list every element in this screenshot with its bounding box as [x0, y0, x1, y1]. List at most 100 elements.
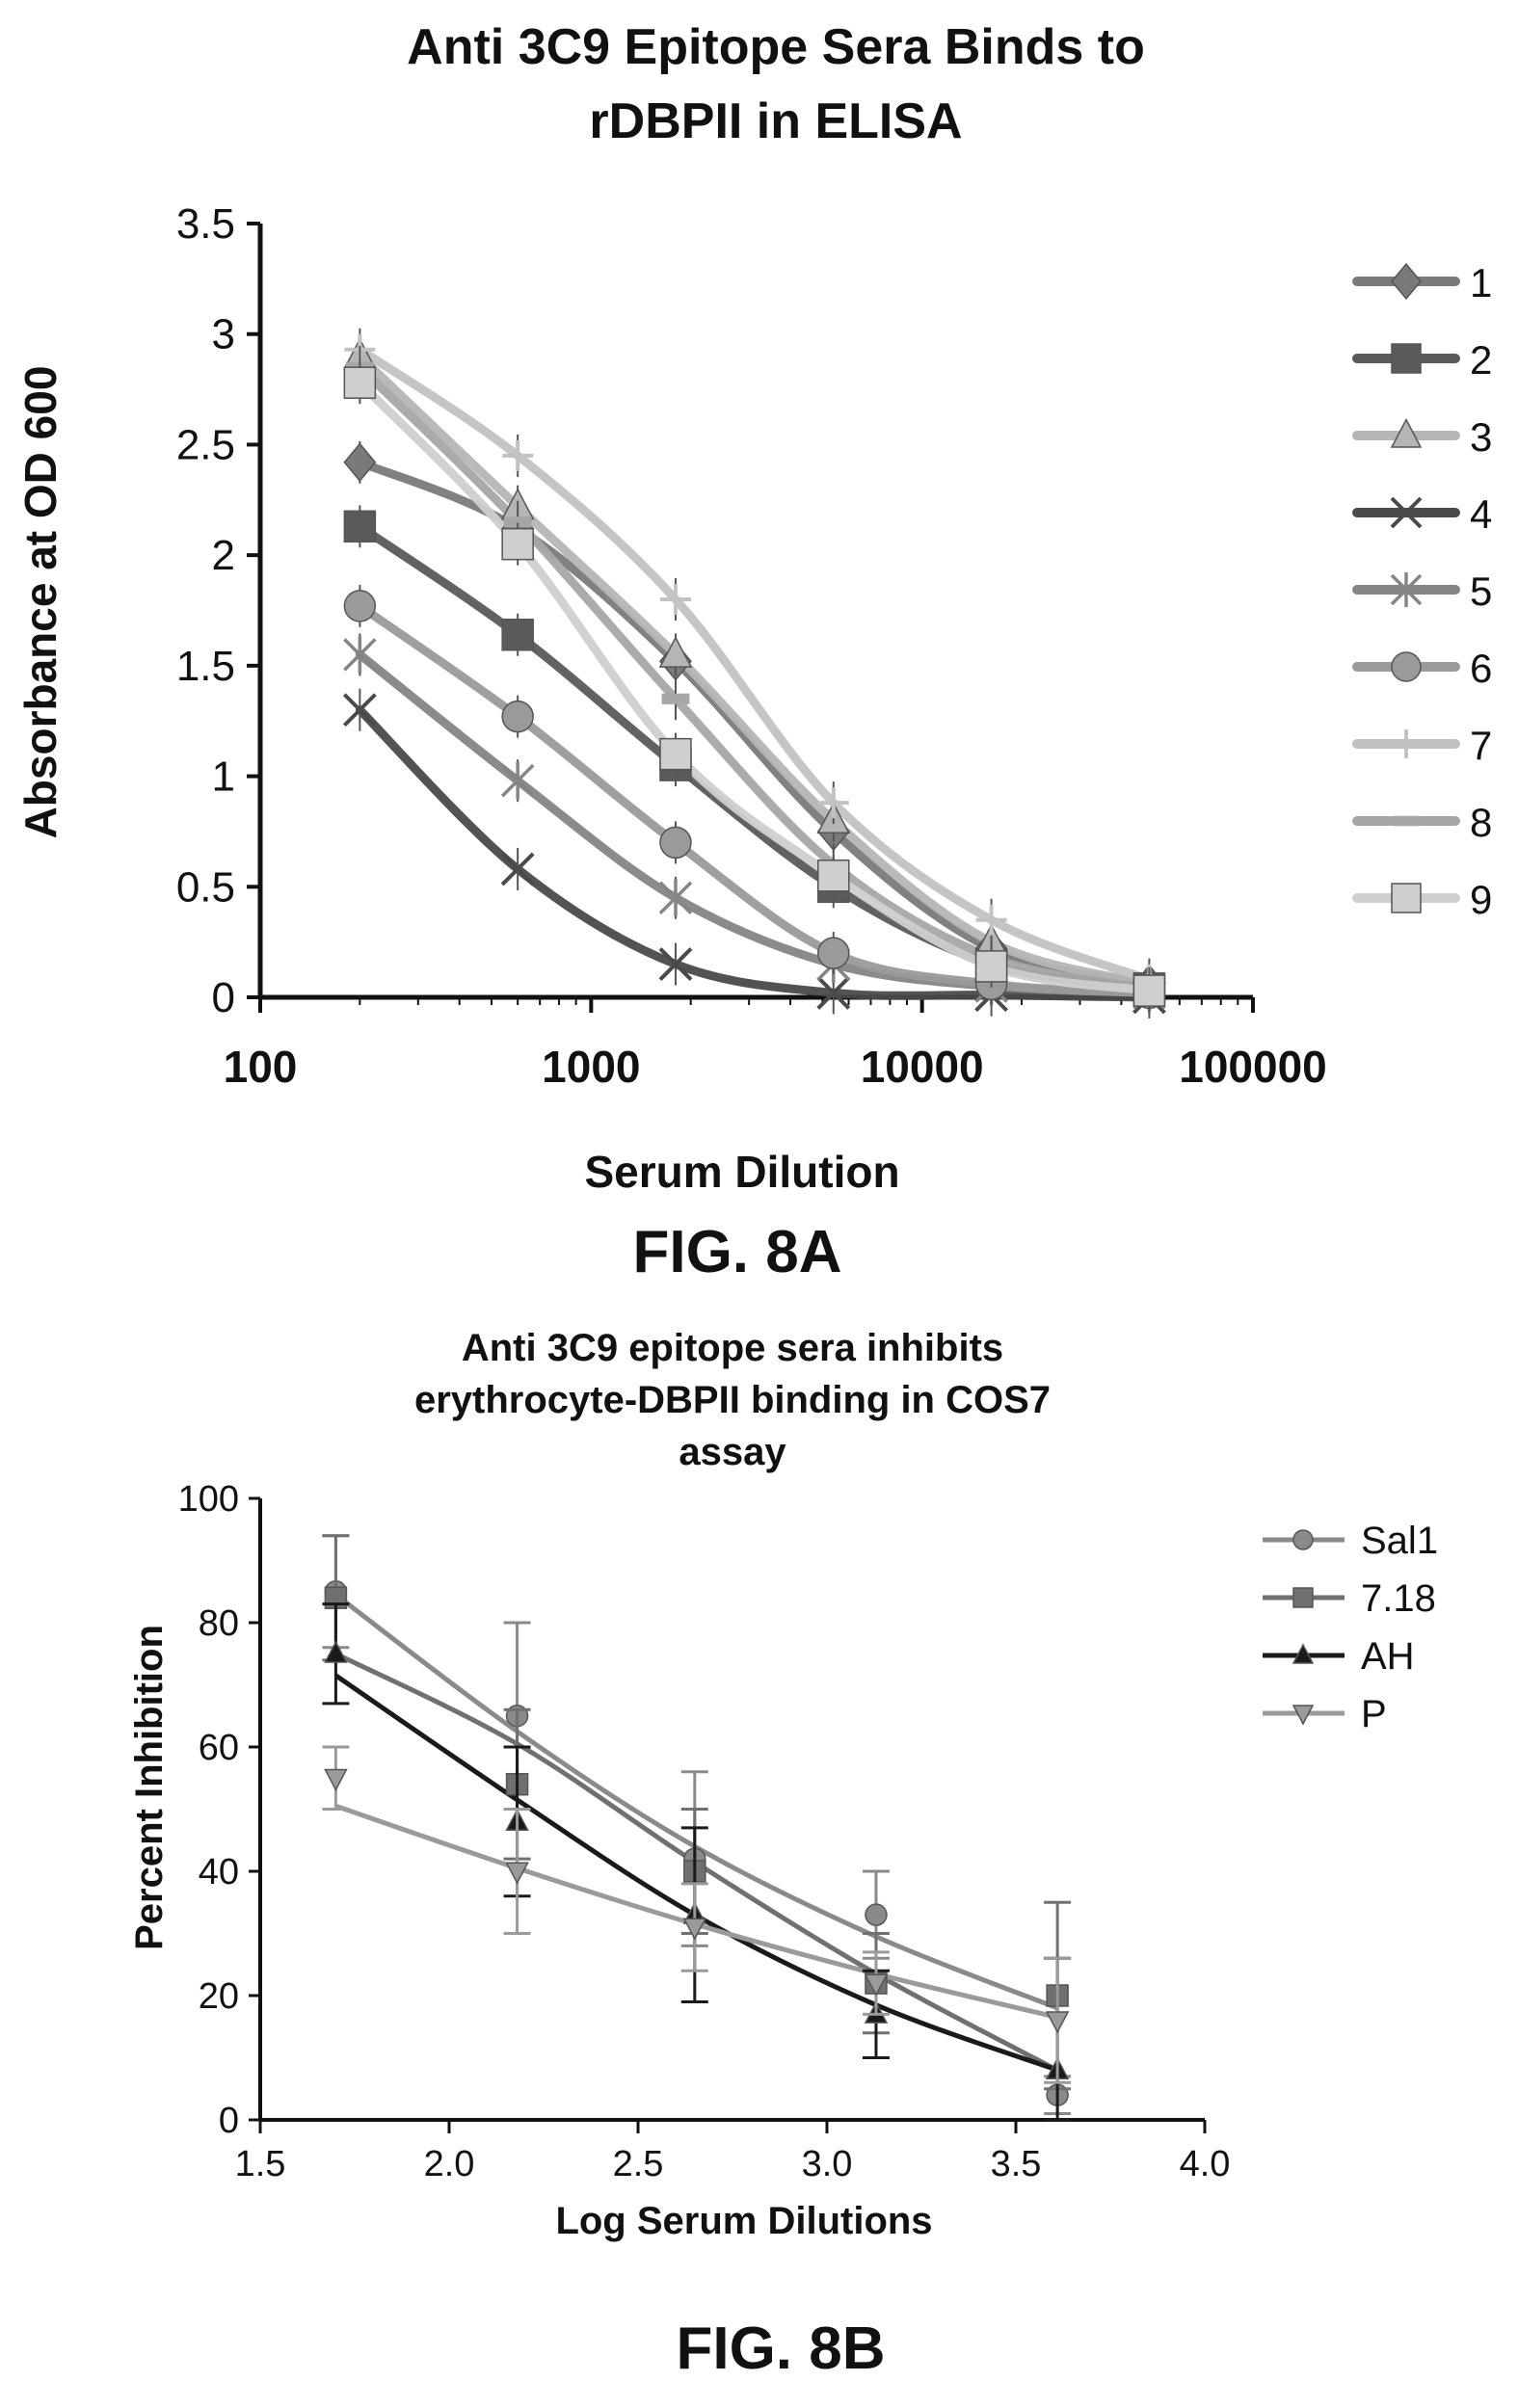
chart-b-legend-label: Sal1 [1361, 1520, 1438, 1562]
chart-a-legend-label: 2 [1470, 337, 1492, 383]
chart-a-legend-label: 8 [1470, 800, 1492, 845]
chart-b-legend-label: P [1361, 1693, 1387, 1735]
chart-a-series-line [355, 345, 1154, 985]
chart-a-legend-marker [1390, 496, 1423, 529]
chart-b-point [1045, 2011, 1070, 2034]
chart-a-series-line [355, 362, 1154, 993]
chart-a-point [500, 761, 535, 800]
elisa-chart: Anti 3C9 Epitope Sera Binds to rDBPII in… [15, 19, 1492, 1285]
chart-a-point [817, 787, 849, 819]
figure-label-8a: FIG. 8A [632, 1219, 841, 1285]
chart-a-title-line-1: Anti 3C9 Epitope Sera Binds to [407, 19, 1145, 75]
chart-a-legend-marker [1392, 729, 1421, 758]
chart-a-point [974, 950, 1008, 983]
chart-a-series-lines [355, 345, 1154, 1002]
chart-a-point [659, 826, 692, 860]
chart-b-y-tick-label: 0 [219, 2101, 239, 2141]
chart-a-x-tick-label: 1000 [542, 1042, 640, 1092]
chart-b-x-axis-label: Log Serum Dilutions [555, 2200, 932, 2242]
chart-b-legend-marker [1292, 1587, 1314, 1608]
chart-b-legend-marker [1292, 1705, 1315, 1726]
chart-b-x-tick-label: 2.5 [613, 2144, 664, 2184]
chart-b-legend-marker [1292, 1529, 1314, 1550]
chart-a-title-line-2: rDBPII in ELISA [589, 93, 962, 149]
chart-b-legend-marker [1292, 1643, 1315, 1664]
chart-b-title-line-1: Anti 3C9 epitope sera inhibits [462, 1327, 1003, 1369]
chart-a-point [659, 584, 691, 616]
chart-a-point [1132, 974, 1166, 1007]
chart-a-y-tick-label: 1 [212, 754, 235, 801]
chart-a-legend-label: 5 [1470, 569, 1492, 614]
chart-a-point [658, 947, 693, 982]
chart-a-y-tick-label: 1.5 [176, 643, 235, 690]
chart-a-y-tick-label: 0.5 [176, 863, 235, 911]
chart-b-legend-label: AH [1361, 1635, 1415, 1678]
chart-a-axes: 0 0.5 1 1.5 2 2.5 3 3.5 100 1000 10000 100000 [176, 200, 1327, 1092]
chart-b-x-tick-label: 1.5 [235, 2144, 286, 2184]
chart-a-legend-label: 7 [1470, 723, 1492, 768]
chart-a-legend-label: 4 [1470, 491, 1492, 537]
chart-a-point [658, 879, 693, 916]
chart-b-point [324, 1768, 348, 1791]
chart-a-legend-label: 9 [1470, 877, 1492, 922]
chart-a-series-line [355, 352, 1154, 989]
chart-a-point [661, 693, 690, 704]
chart-a-point [501, 618, 534, 651]
cos7-chart: Anti 3C9 epitope sera inhibits erythrocy… [128, 1327, 1438, 2382]
chart-b-point [864, 1973, 889, 1997]
chart-b-x-tick-label: 3.0 [802, 2144, 853, 2184]
chart-a-legend-marker [1393, 815, 1420, 827]
chart-a-point [975, 904, 1007, 936]
chart-b-y-tick-label: 40 [199, 1852, 239, 1892]
chart-b-x-tick-label: 3.5 [991, 2144, 1042, 2184]
chart-a-x-axis-label: Serum Dilution [584, 1147, 899, 1197]
chart-a-point [343, 510, 377, 543]
chart-a-legend-marker [1391, 651, 1422, 682]
chart-b-point [505, 1862, 529, 1885]
chart-a-point [343, 442, 377, 483]
chart-b-y-tick-label: 100 [178, 1479, 239, 1520]
chart-b-title-line-3: assay [679, 1431, 786, 1473]
figure-label-8b: FIG. 8B [676, 2315, 885, 2382]
chart-a-y-axis-label: Absorbance at OD 600 [15, 366, 66, 839]
chart-b-legend-label: 7.18 [1361, 1577, 1436, 1620]
chart-a-x-tick-label: 100000 [1179, 1042, 1327, 1092]
chart-a-legend-marker [1391, 262, 1422, 301]
chart-a-point [501, 527, 534, 561]
chart-b-point [324, 1640, 348, 1663]
chart-a-legend-marker [1391, 883, 1422, 913]
chart-b-x-tick-label: 4.0 [1180, 2144, 1231, 2184]
chart-a-point [343, 590, 377, 622]
chart-a-point [343, 636, 377, 674]
chart-a-legend-label: 6 [1470, 646, 1492, 691]
chart-a-point [501, 700, 534, 733]
chart-a-x-tick-label: 100 [224, 1042, 298, 1092]
chart-b-fit-lines [333, 1592, 1059, 2073]
chart-b-point [682, 1918, 707, 1941]
chart-b-y-tick-label: 60 [199, 1728, 239, 1768]
chart-a-point [500, 852, 535, 886]
chart-a-point [658, 636, 693, 668]
chart-a-legend-marker [1391, 343, 1422, 374]
chart-a-point [816, 975, 851, 1010]
chart-a-y-tick-label: 3 [212, 311, 235, 358]
chart-a-point [343, 366, 377, 399]
chart-a-point [342, 693, 377, 728]
chart-a-point [502, 439, 534, 471]
chart-a-series-line [355, 521, 1154, 993]
chart-b-y-axis-label: Percent Inhibition [128, 1625, 171, 1950]
chart-a-legend: 1 2 3 4 5 6 7 8 9 [1352, 260, 1492, 922]
chart-b-y-tick-label: 20 [199, 1976, 239, 2017]
chart-a-y-tick-label: 2.5 [176, 421, 235, 468]
chart-b-series-markers [322, 1534, 1072, 2122]
chart-a-y-tick-label: 0 [212, 974, 235, 1021]
chart-b-y-tick-label: 80 [199, 1603, 239, 1644]
chart-a-point [503, 516, 532, 528]
chart-a-point [817, 937, 850, 969]
chart-b-point [865, 1903, 888, 1926]
chart-b-title-line-2: erythrocyte-DBPII binding in COS7 [414, 1379, 1051, 1421]
chart-b-legend: Sal1 7.18 AH P [1263, 1520, 1438, 1735]
chart-a-point [659, 737, 692, 771]
chart-a-y-tick-label: 3.5 [176, 200, 235, 248]
chart-a-legend-label: 1 [1470, 260, 1492, 305]
